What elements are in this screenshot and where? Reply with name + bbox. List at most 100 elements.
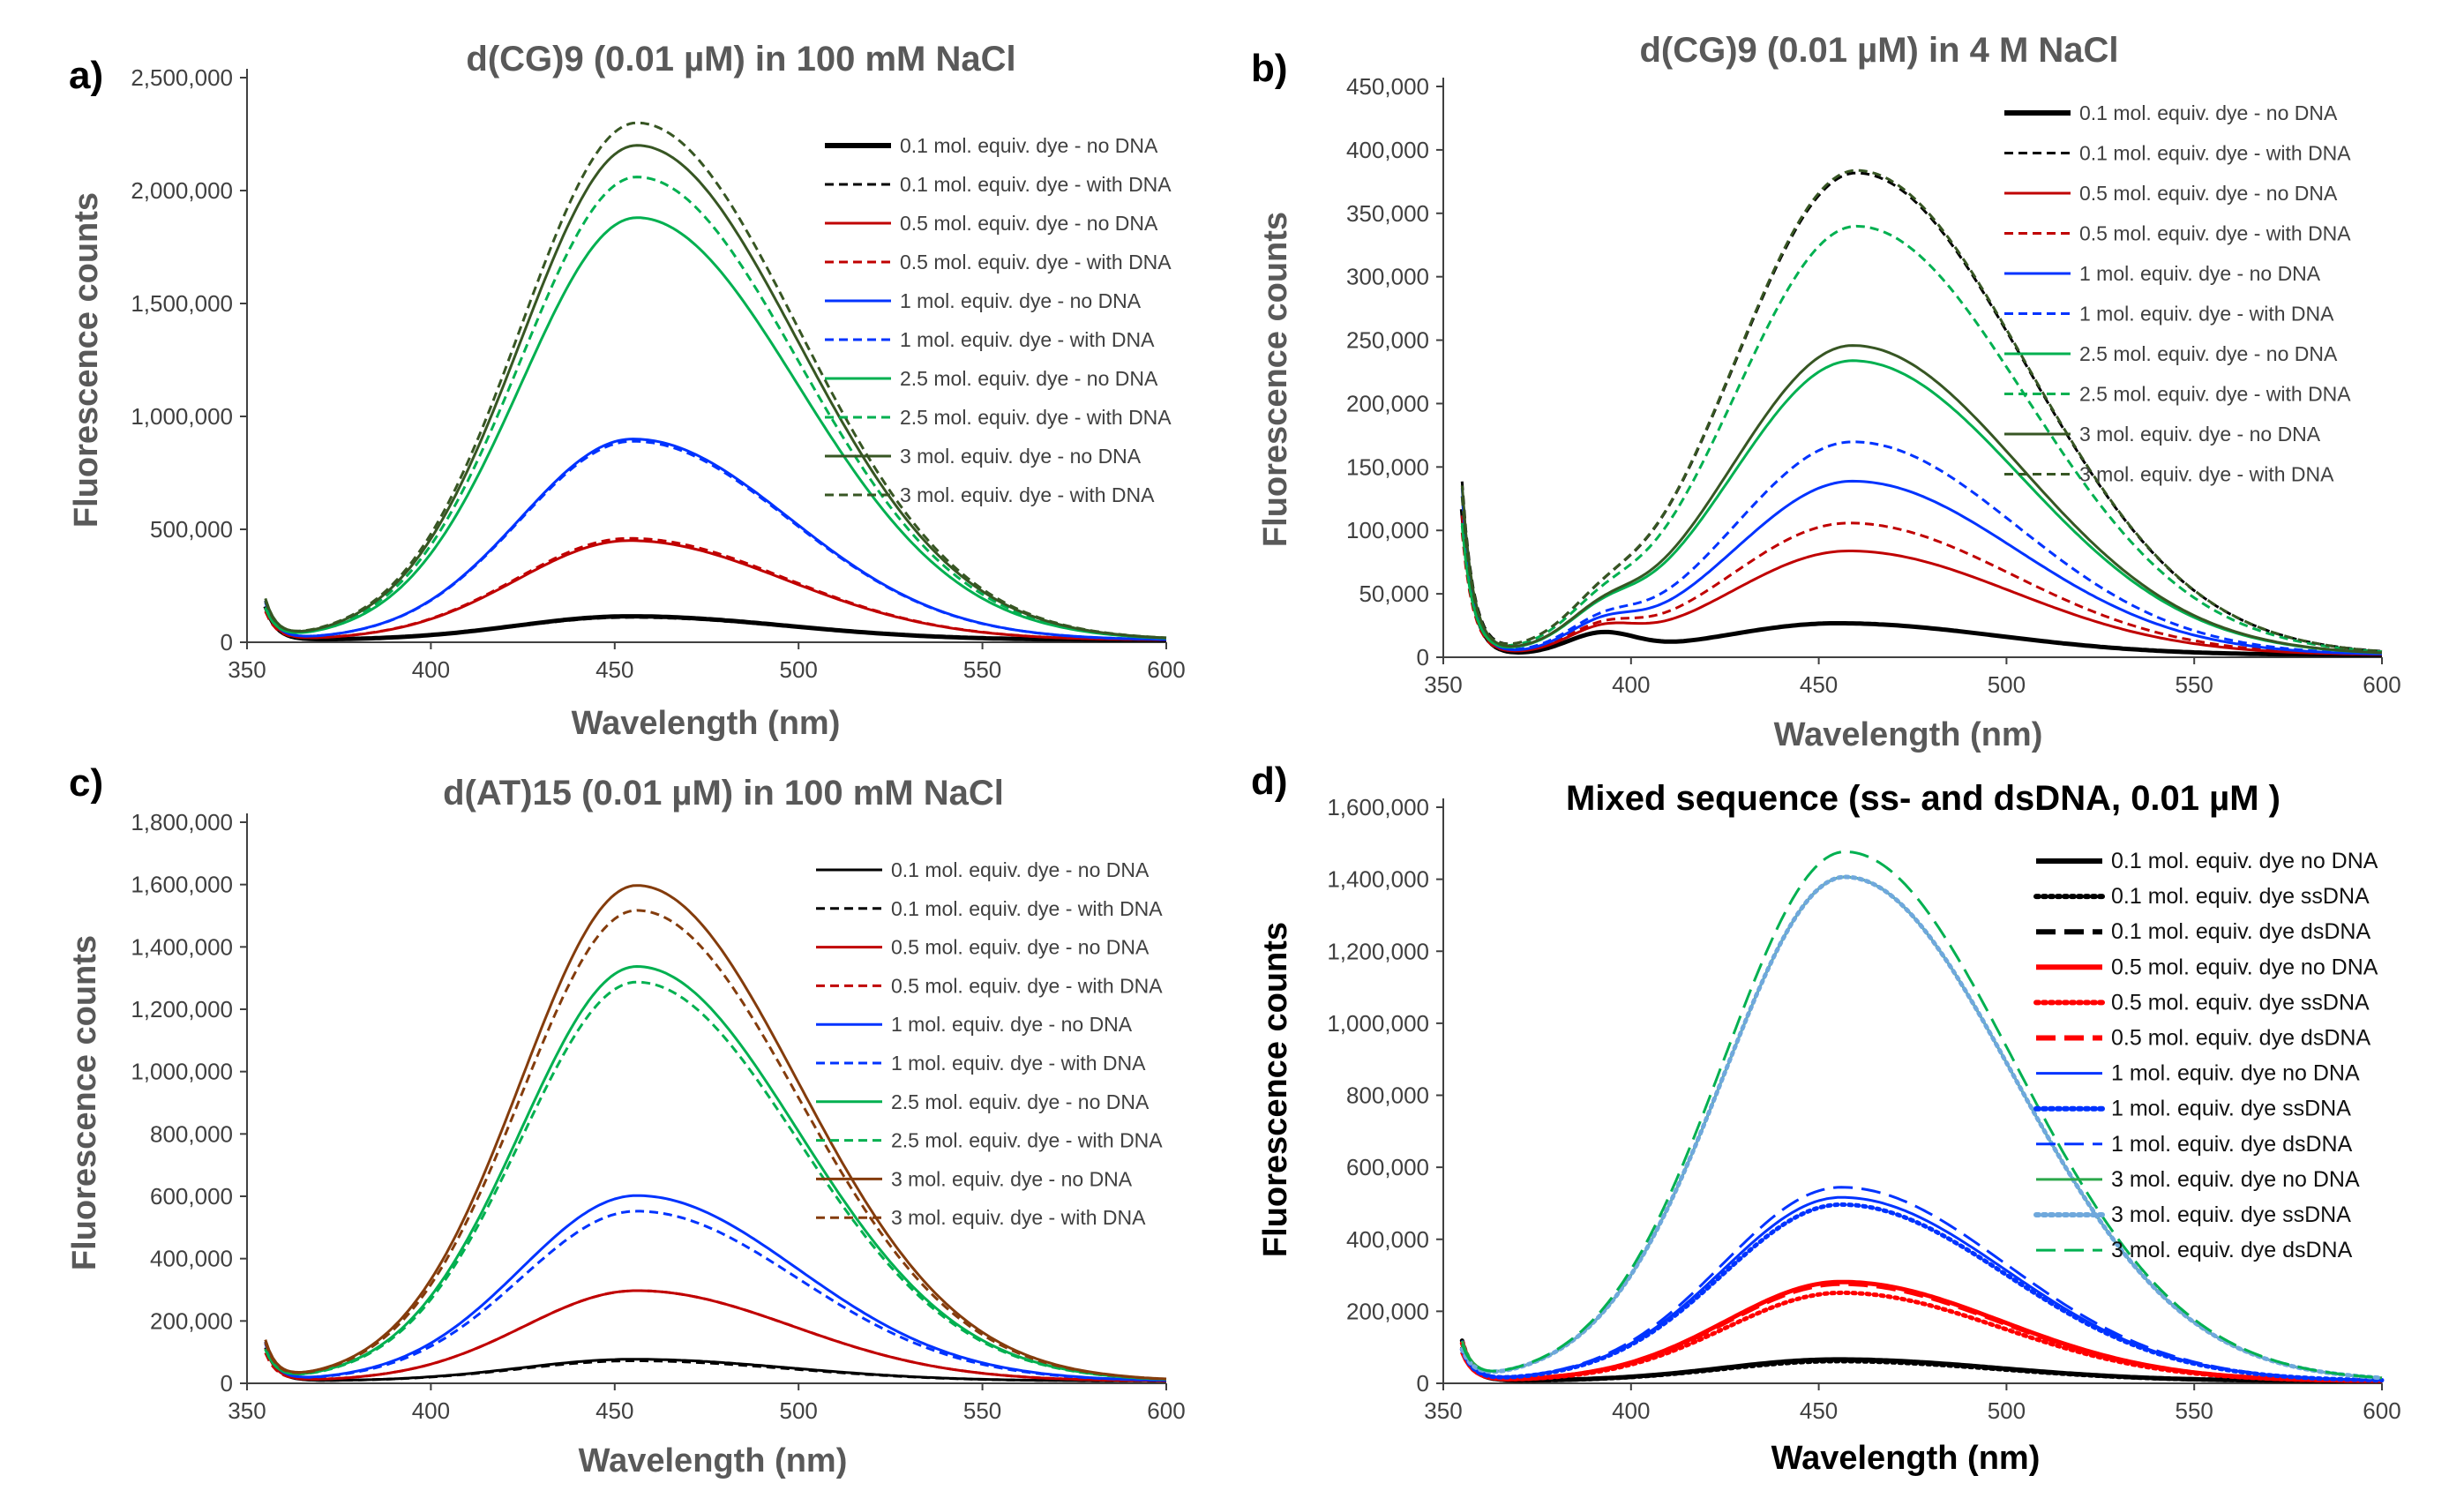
legend-label: 3 mol. equiv. dye - with DNA [891, 1206, 1146, 1229]
legend-label: 3 mol. equiv. dye dsDNA [2111, 1238, 2353, 1262]
x-tick-label: 550 [2176, 671, 2213, 698]
y-tick-label: 1,400,000 [131, 933, 233, 960]
legend-label: 0.1 mol. equiv. dye - no DNA [891, 858, 1150, 881]
series-line [264, 216, 1167, 640]
y-tick-label: 0 [1417, 644, 1429, 670]
y-tick-label: 200,000 [1346, 390, 1429, 416]
legend-label: 1 mol. equiv. dye - no DNA [891, 1013, 1133, 1036]
y-tick-label: 1,000,000 [131, 403, 233, 430]
legend-label: 0.5 mol. equiv. dye no DNA [2111, 955, 2378, 979]
panel-label: d) [1251, 760, 1288, 803]
x-tick-label: 600 [1147, 1397, 1185, 1424]
legend-label: 2.5 mol. equiv. dye - no DNA [900, 367, 1158, 390]
series-line [1460, 1186, 2382, 1382]
chart-panel-2: c) d(AT)15 (0.01 µM) in 100 mM NaCl 0 200,0… [66, 761, 1186, 1479]
y-axis-label: Fluorescence counts [68, 192, 105, 528]
legend-label: 1 mol. equiv. dye - no DNA [900, 289, 1142, 312]
series-line [264, 438, 1167, 641]
series-line [264, 1341, 1166, 1382]
y-tick-label: 400,000 [1346, 1226, 1429, 1253]
x-tick-label: 400 [412, 656, 450, 683]
series-line [264, 980, 1167, 1381]
legend-label: 0.5 mol. equiv. dye dsDNA [2111, 1026, 2370, 1051]
chart-panel-3: d) Mixed sequence (ss- and dsDNA, 0.01 µM… [1251, 760, 2401, 1477]
x-tick-label: 400 [1612, 1397, 1650, 1424]
legend-label: 0.1 mol. equiv. dye - no DNA [900, 134, 1158, 157]
chart-title: d(AT)15 (0.01 µM) in 100 mM NaCl [443, 774, 1004, 813]
x-tick-label: 400 [1612, 671, 1650, 698]
x-tick-label: 450 [1800, 671, 1838, 698]
x-tick-label: 500 [780, 1397, 818, 1424]
y-tick-label: 2,000,000 [131, 177, 233, 204]
y-tick-label: 400,000 [1346, 137, 1429, 163]
y-tick-label: 450,000 [1346, 73, 1429, 100]
y-tick-label: 1,200,000 [1327, 938, 1429, 964]
panel-label: c) [69, 761, 103, 805]
x-tick-label: 450 [595, 1397, 633, 1424]
y-tick-label: 150,000 [1346, 453, 1429, 480]
y-tick-label: 1,600,000 [131, 872, 233, 898]
series-line [1459, 1281, 2382, 1383]
legend-label: 1 mol. equiv. dye - no DNA [2079, 262, 2321, 285]
chart-title: d(CG)9 (0.01 µM) in 100 mM NaCl [466, 40, 1015, 79]
panel-label: b) [1251, 47, 1288, 90]
legend-label: 2.5 mol. equiv. dye - with DNA [2079, 383, 2351, 406]
y-tick-label: 50,000 [1359, 580, 1429, 607]
series-line [1460, 224, 2383, 654]
y-tick-label: 600,000 [150, 1183, 233, 1210]
y-axis-label: Fluorescence counts [1257, 212, 1294, 547]
x-tick-label: 600 [2363, 1397, 2400, 1424]
legend-label: 0.5 mol. equiv. dye - with DNA [2079, 222, 2351, 245]
series-line [264, 1289, 1166, 1382]
y-tick-label: 500,000 [150, 516, 233, 543]
series-line [1460, 344, 2383, 655]
x-tick-label: 550 [2176, 1397, 2213, 1424]
legend-label: 1 mol. equiv. dye no DNA [2111, 1061, 2360, 1086]
x-tick-label: 550 [963, 656, 1001, 683]
legend-label: 3 mol. equiv. dye - no DNA [891, 1167, 1133, 1190]
legend-label: 0.5 mol. equiv. dye - with DNA [900, 251, 1172, 273]
y-tick-label: 1,400,000 [1327, 866, 1429, 893]
x-tick-label: 350 [1424, 1397, 1462, 1424]
series-line [1460, 169, 2383, 653]
series-line [264, 536, 1166, 641]
series-line [264, 539, 1166, 641]
y-axis-label: Fluorescence counts [66, 935, 103, 1270]
chart-title: Mixed sequence (ss- and dsDNA, 0.01 µM ) [1566, 779, 2281, 818]
series-line [1459, 874, 2385, 1381]
series-line [264, 909, 1167, 1381]
x-tick-label: 600 [2363, 671, 2400, 698]
legend-label: 3 mol. equiv. dye - no DNA [900, 445, 1142, 468]
legend-label: 0.1 mol. equiv. dye - with DNA [900, 173, 1172, 196]
y-tick-label: 800,000 [1346, 1082, 1429, 1109]
y-axis-label: Fluorescence counts [1257, 922, 1294, 1257]
y-tick-label: 200,000 [1346, 1298, 1429, 1324]
chart-panel-0: a) d(CG)9 (0.01 µM) in 100 mM NaCl 0 500,00… [68, 40, 1186, 742]
series-line [1460, 440, 2383, 655]
x-tick-label: 450 [1800, 1397, 1838, 1424]
series-line [264, 1210, 1166, 1382]
y-tick-label: 250,000 [1346, 327, 1429, 354]
y-tick-label: 1,800,000 [131, 809, 233, 835]
series-line [1460, 479, 2382, 655]
legend-label: 3 mol. equiv. dye no DNA [2111, 1167, 2360, 1192]
y-tick-label: 1,200,000 [131, 996, 233, 1022]
series-line [1460, 850, 2383, 1380]
y-tick-label: 1,500,000 [131, 290, 233, 317]
series-line [1460, 521, 2383, 656]
legend-label: 1 mol. equiv. dye - with DNA [900, 328, 1155, 351]
x-tick-label: 500 [1988, 671, 2026, 698]
legend-label: 0.5 mol. equiv. dye ssDNA [2111, 990, 2370, 1015]
series-line [1459, 1338, 2385, 1383]
legend-label: 2.5 mol. equiv. dye - with DNA [891, 1129, 1163, 1152]
y-tick-label: 300,000 [1346, 264, 1429, 290]
y-tick-label: 0 [221, 629, 233, 655]
x-tick-label: 400 [412, 1397, 450, 1424]
series-line [1460, 515, 2382, 656]
legend-label: 0.1 mol. equiv. dye - with DNA [891, 897, 1163, 920]
y-tick-label: 1,000,000 [1327, 1010, 1429, 1037]
legend-label: 2.5 mol. equiv. dye - no DNA [2079, 342, 2338, 365]
y-tick-label: 0 [1417, 1370, 1429, 1397]
x-tick-label: 350 [228, 656, 266, 683]
series-line [264, 600, 1166, 641]
